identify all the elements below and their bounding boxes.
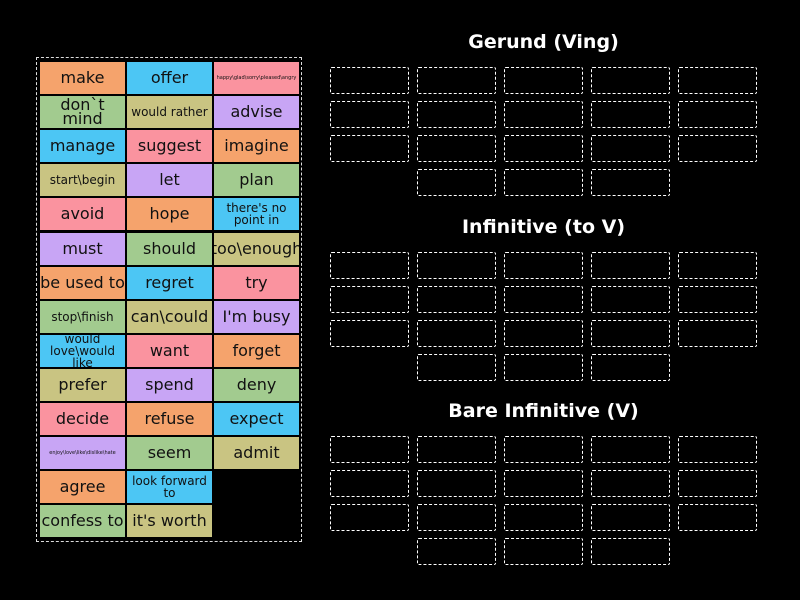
word-tile[interactable]: decide: [40, 403, 125, 435]
word-tile[interactable]: plan: [214, 164, 299, 197]
drop-zone[interactable]: [417, 101, 496, 128]
drop-zone[interactable]: [591, 169, 670, 196]
drop-zone[interactable]: [591, 470, 670, 497]
word-tile[interactable]: admit: [214, 437, 299, 470]
word-tile[interactable]: agree: [40, 471, 125, 504]
drop-zone[interactable]: [678, 436, 757, 463]
word-tile[interactable]: offer: [127, 62, 212, 94]
word-tile[interactable]: would rather: [127, 96, 212, 129]
word-tile[interactable]: avoid: [40, 198, 125, 231]
drop-zone[interactable]: [417, 320, 496, 347]
drop-zone[interactable]: [591, 286, 670, 313]
drop-zone[interactable]: [678, 504, 757, 531]
word-tile[interactable]: make: [40, 62, 125, 94]
drop-zone[interactable]: [504, 354, 583, 381]
drop-zone[interactable]: [330, 286, 409, 313]
drop-zone[interactable]: [678, 67, 757, 94]
drop-zone[interactable]: [678, 252, 757, 279]
group-title: Bare Infinitive (V): [448, 400, 639, 422]
drop-zone[interactable]: [330, 67, 409, 94]
drop-zone[interactable]: [591, 252, 670, 279]
word-tile[interactable]: refuse: [127, 403, 212, 435]
drop-zone[interactable]: [330, 101, 409, 128]
drop-zone[interactable]: [591, 135, 670, 162]
word-tile[interactable]: manage: [40, 130, 125, 163]
word-tile[interactable]: start\begin: [40, 164, 125, 197]
drop-zone[interactable]: [591, 101, 670, 128]
word-tile[interactable]: stop\finish: [40, 300, 125, 333]
drop-zone[interactable]: [678, 135, 757, 162]
drop-zone[interactable]: [678, 286, 757, 313]
drop-zone[interactable]: [504, 470, 583, 497]
drop-zone[interactable]: [504, 504, 583, 531]
word-tile[interactable]: advise: [214, 96, 299, 129]
word-tile[interactable]: enjoy\love\like\dislike\hate: [40, 437, 125, 470]
drop-zone[interactable]: [591, 67, 670, 94]
word-tile[interactable]: must: [40, 232, 125, 265]
drop-zone[interactable]: [417, 354, 496, 381]
drop-zone[interactable]: [504, 169, 583, 196]
word-tile[interactable]: try: [214, 266, 299, 299]
drop-zone[interactable]: [504, 252, 583, 279]
drop-zone[interactable]: [417, 436, 496, 463]
word-tile[interactable]: want: [127, 334, 212, 367]
word-tile[interactable]: hope: [127, 198, 212, 231]
word-tile[interactable]: look forward to: [127, 471, 212, 504]
word-tile[interactable]: spend: [127, 368, 212, 401]
drop-zone[interactable]: [591, 504, 670, 531]
word-tile[interactable]: let: [127, 164, 212, 197]
word-tile[interactable]: don`t mind: [40, 96, 125, 129]
drop-zone[interactable]: [417, 470, 496, 497]
word-tile[interactable]: expect: [214, 403, 299, 435]
word-tile[interactable]: prefer: [40, 368, 125, 401]
drop-zone[interactable]: [330, 252, 409, 279]
word-tile[interactable]: happy\glad\sorry\pleased\angry: [214, 62, 299, 94]
drop-zone[interactable]: [678, 320, 757, 347]
group-title: Infinitive (to V): [461, 216, 626, 238]
drop-zone[interactable]: [330, 470, 409, 497]
drop-zone[interactable]: [504, 538, 583, 565]
drop-zone[interactable]: [504, 320, 583, 347]
word-tile[interactable]: there's no point in: [214, 198, 299, 231]
drop-zone[interactable]: [417, 135, 496, 162]
word-tile[interactable]: can\could: [127, 300, 212, 333]
group-title: Gerund (Ving): [468, 31, 619, 53]
drop-zone[interactable]: [504, 436, 583, 463]
drop-zone[interactable]: [417, 286, 496, 313]
drop-zone[interactable]: [504, 101, 583, 128]
word-tile[interactable]: deny: [214, 368, 299, 401]
word-tile[interactable]: seem: [127, 437, 212, 470]
drop-zone[interactable]: [678, 101, 757, 128]
word-tile[interactable]: suggest: [127, 130, 212, 163]
drop-zone[interactable]: [504, 286, 583, 313]
word-tile[interactable]: forget: [214, 334, 299, 367]
drop-zone[interactable]: [417, 67, 496, 94]
word-bank: [36, 57, 302, 542]
drop-zone[interactable]: [330, 504, 409, 531]
drop-zone[interactable]: [591, 354, 670, 381]
drop-zone[interactable]: [591, 320, 670, 347]
drop-zone[interactable]: [504, 135, 583, 162]
drop-zone[interactable]: [591, 538, 670, 565]
word-tile[interactable]: would love\would like: [40, 334, 125, 367]
drop-zone[interactable]: [417, 538, 496, 565]
word-tile[interactable]: I'm busy: [214, 300, 299, 333]
drop-zone[interactable]: [330, 436, 409, 463]
word-tile[interactable]: regret: [127, 266, 212, 299]
word-tile[interactable]: confess to: [40, 505, 125, 538]
drop-zone[interactable]: [417, 504, 496, 531]
drop-zone[interactable]: [330, 320, 409, 347]
drop-zone[interactable]: [330, 135, 409, 162]
word-tile[interactable]: imagine: [214, 130, 299, 163]
drop-zone[interactable]: [591, 436, 670, 463]
word-tile[interactable]: should: [127, 232, 212, 265]
word-tile[interactable]: too\enough: [214, 232, 299, 265]
drop-zone[interactable]: [504, 67, 583, 94]
drop-zone[interactable]: [417, 169, 496, 196]
word-tile[interactable]: be used to: [40, 266, 125, 299]
word-tile[interactable]: it's worth: [127, 505, 212, 538]
drop-zone[interactable]: [417, 252, 496, 279]
drop-zone[interactable]: [678, 470, 757, 497]
